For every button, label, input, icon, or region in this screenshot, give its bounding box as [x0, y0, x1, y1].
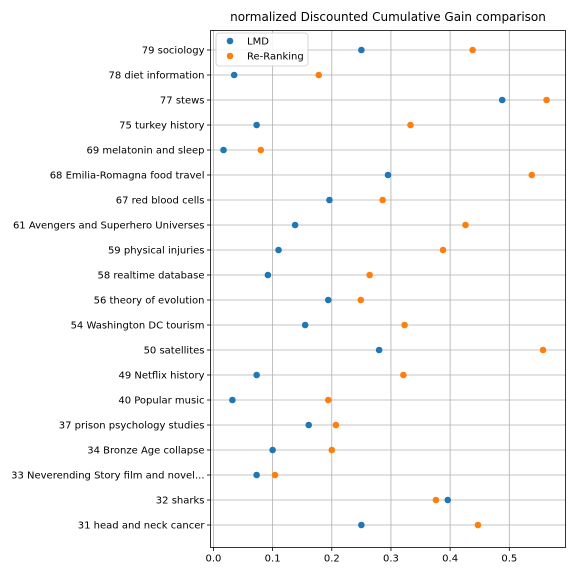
plot-area-frame [210, 30, 566, 548]
data-point-re-ranking [332, 421, 340, 429]
data-point-re-ranking [271, 471, 279, 479]
data-point-re-ranking [366, 271, 373, 279]
data-point-lmd [444, 496, 452, 504]
data-point-re-ranking [528, 171, 536, 179]
category-label: 58 realtime database [98, 271, 205, 282]
data-point-lmd [220, 146, 227, 154]
legend-frame [215, 32, 309, 67]
data-point-lmd [253, 371, 260, 379]
data-point-re-ranking [539, 346, 547, 354]
grid-lines [210, 30, 566, 548]
x-tick-label: 0.3 [383, 554, 399, 565]
category-label: 32 sharks [156, 496, 205, 507]
data-point-lmd [358, 521, 365, 529]
data-point-lmd [375, 346, 383, 354]
x-tick-label: 0.5 [501, 554, 517, 565]
data-point-re-ranking [315, 71, 323, 79]
data-point-lmd [230, 71, 238, 79]
data-point-re-ranking [401, 321, 408, 329]
data-points [220, 46, 550, 529]
data-point-re-ranking [543, 96, 550, 104]
legend-marker-re-ranking [226, 52, 234, 60]
category-label: 67 red blood cells [116, 196, 205, 207]
data-point-lmd [229, 396, 236, 404]
data-point-re-ranking [469, 46, 476, 54]
category-label: 54 Washington DC tourism [71, 321, 205, 332]
x-tick-label: 0.4 [442, 554, 458, 565]
category-label: 56 theory of evolution [94, 296, 205, 307]
category-label: 59 physical injuries [108, 246, 205, 257]
data-point-lmd [253, 121, 260, 129]
data-point-re-ranking [439, 246, 447, 254]
category-label: 68 Emilia-Romagna food travel [50, 171, 205, 182]
data-point-lmd [264, 271, 272, 279]
data-point-lmd [358, 46, 365, 54]
category-label: 69 melatonin and sleep [86, 146, 204, 157]
data-point-lmd [291, 221, 299, 229]
category-label: 50 satellites [144, 346, 205, 357]
legend-marker-lmd [226, 37, 234, 45]
category-label: 78 diet information [109, 71, 205, 82]
data-point-lmd [275, 246, 282, 254]
category-label: 49 Netflix history [118, 371, 204, 382]
chart-title: normalized Discounted Cumulative Gain co… [230, 10, 546, 24]
category-label: 34 Bronze Age collapse [87, 446, 204, 457]
category-label: 33 Neverending Story film and novel... [11, 471, 204, 482]
legend: LMD Re-Ranking [215, 32, 309, 67]
data-point-lmd [305, 421, 313, 429]
legend-label-lmd: LMD [247, 37, 269, 48]
category-label: 31 head and neck cancer [78, 521, 206, 532]
data-point-lmd [301, 321, 309, 329]
data-point-re-ranking [432, 496, 440, 504]
data-point-re-ranking [400, 371, 407, 379]
x-tick-label: 0.2 [324, 554, 340, 565]
category-label: 40 Popular music [118, 396, 204, 407]
category-label: 75 turkey history [119, 121, 204, 132]
data-point-re-ranking [324, 396, 332, 404]
data-point-lmd [253, 471, 260, 479]
legend-label-re-ranking: Re-Ranking [247, 52, 304, 63]
data-point-re-ranking [474, 521, 482, 529]
data-point-re-ranking [257, 146, 265, 154]
data-point-re-ranking [407, 121, 414, 129]
data-point-re-ranking [357, 296, 365, 304]
category-label: 37 prison psychology studies [59, 421, 205, 432]
data-point-lmd [269, 446, 276, 454]
data-point-lmd [498, 96, 506, 104]
x-tick-label: 0.0 [206, 554, 222, 565]
data-point-re-ranking [462, 221, 469, 229]
data-point-lmd [384, 171, 392, 179]
data-point-re-ranking [328, 446, 336, 454]
category-label: 77 stews [160, 96, 205, 107]
category-label: 61 Avengers and Superhero Universes [13, 221, 205, 232]
data-point-lmd [326, 196, 333, 204]
data-point-lmd [324, 296, 332, 304]
axes: 0.0 0.1 0.2 0.3 0.4 0.5 79 sociology 78 diet in… [11, 46, 517, 565]
x-tick-label: 0.1 [265, 554, 281, 565]
category-label: 79 sociology [142, 46, 205, 57]
data-point-re-ranking [379, 196, 386, 204]
